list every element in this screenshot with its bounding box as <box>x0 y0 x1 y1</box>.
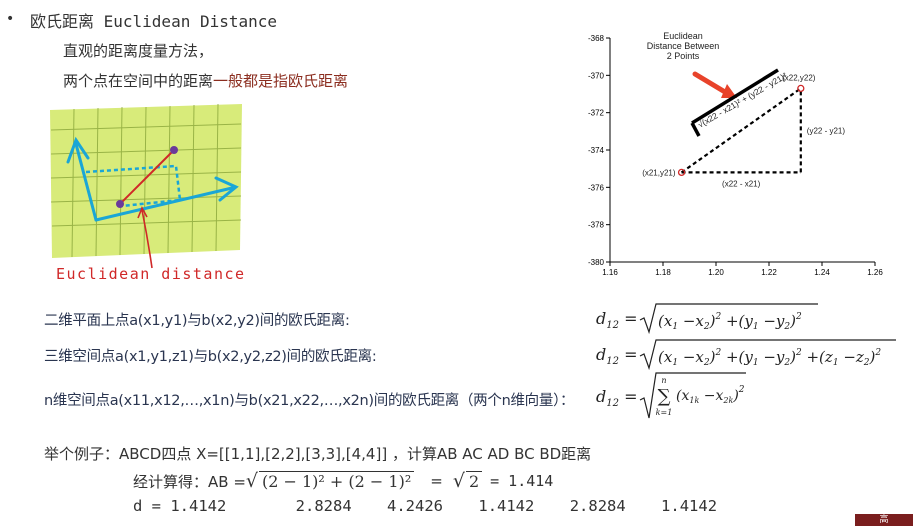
plot-annotation-arrowhead <box>721 84 737 98</box>
formula-2d-label: 二维平面上点a(x1,y1)与b(x2,y2)间的欧氏距离: <box>44 313 350 329</box>
formula-2d-equation: d12 = (x1 −x2)2 +(y1 −y2)2 <box>596 303 818 335</box>
y-tick-label-2: -372 <box>588 109 605 118</box>
sketch-distance-line <box>119 149 175 205</box>
plot-annotation-line-3: 2 Points <box>667 51 700 61</box>
y-tick-label-3: -374 <box>588 146 605 155</box>
svg-text:n: n <box>661 376 666 385</box>
distance-plot: -368 -370 -372 -374 -376 -378 -380 1.16 1.18 1.2… <box>588 31 883 277</box>
plot-x-ticks: 1.16 1.18 1.20 1.22 1.24 1.26 <box>602 262 883 277</box>
calc-sqrt2: √ 2 <box>452 470 483 492</box>
plot-point-1 <box>677 168 686 177</box>
distance-value-ad: 4.2426 <box>387 497 444 515</box>
plot-bracket-tip <box>690 122 701 137</box>
x-tick-label-3: 1.22 <box>761 268 777 277</box>
distance-results-row: d = 1.4142 2.8284 4.2426 1.4142 2.8284 1… <box>133 497 717 515</box>
calc-sqrt2-content: 2 <box>465 471 483 491</box>
formula-3d-equation: d12 = (x1 −x2)2 +(y1 −y2)2 +(z1 −z2)2 <box>596 339 896 371</box>
distance-value-cd: 1.4142 <box>661 497 718 515</box>
calc-sqrt: √ (2 − 1)² + (2 − 1)² <box>245 470 415 492</box>
plot-dy-label: (y22 - y21) <box>807 126 846 135</box>
y-tick-label-0: -368 <box>588 34 605 43</box>
svg-text:k=1: k=1 <box>656 408 673 417</box>
slide-title: 欧氏距离 Euclidean Distance <box>30 12 278 31</box>
plot-dx-label: (x22 - x21) <box>722 179 761 188</box>
svg-text:(x1 −x2)2 +(y1 −y2)2: (x1 −x2)2 +(y1 −y2)2 <box>658 312 802 332</box>
svg-text:(x1k −x2k)2: (x1k −x2k)2 <box>676 385 745 405</box>
calc-sqrt-content: (2 − 1)² + (2 − 1)² <box>259 471 415 491</box>
distance-value-ac: 2.8284 <box>295 497 352 515</box>
example-intro: 举个例子：ABCD四点 X=[[1,1],[2,2],[3,3],[4,4]] … <box>44 445 592 463</box>
plot-point-1-label: (x21,y21) <box>642 168 676 177</box>
formula-nd-label: n维空间点a(x11,x12,…,x1n)与b(x21,x22,…,x2n)间的… <box>44 393 575 409</box>
bullet-marker: • <box>6 11 15 27</box>
x-tick-label-4: 1.24 <box>814 268 830 277</box>
sketch-caption: Euclidean distance <box>56 265 246 283</box>
sketch-grid-lines <box>50 103 242 258</box>
intro-line-2-highlight: 一般都是指欧氏距离 <box>213 72 349 90</box>
sketch-dotted-box <box>85 164 182 208</box>
plot-annotation-line-2: Distance Between <box>647 41 720 51</box>
sketch-caption-arrow <box>141 209 153 269</box>
sketch-axes <box>66 136 239 222</box>
y-tick-label-6: -380 <box>588 258 605 267</box>
y-tick-label-5: -378 <box>588 221 605 230</box>
footer-tab: 高 <box>855 514 913 526</box>
svg-text:d12 =: d12 = <box>596 345 637 367</box>
formula-3d-label: 三维空间点a(x1,y1,z1)与b(x2,y2,z2)间的欧氏距离: <box>44 349 377 365</box>
plot-hypotenuse-label: √(x22 - x21)² + (y22 - y21)² <box>696 70 789 129</box>
euclidean-sketch <box>50 103 242 269</box>
sketch-caption-arrowhead <box>137 206 148 219</box>
svg-text:d12 =: d12 = <box>596 309 637 331</box>
sketch-point-b <box>170 146 178 154</box>
plot-hypotenuse-dashed <box>680 87 802 174</box>
intro-line-2: 两个点在空间中的距离一般都是指欧氏距离 <box>63 70 348 91</box>
plot-bracket <box>691 68 779 125</box>
sketch-point-a <box>116 200 124 208</box>
y-tick-label-4: -376 <box>588 183 605 192</box>
x-tick-label-0: 1.16 <box>602 268 618 277</box>
y-tick-label-1: -370 <box>588 71 605 80</box>
svg-text:(x1 −x2)2 +(y1 −y2)2 +(z1 −z2): (x1 −x2)2 +(y1 −y2)2 +(z1 −z2)2 <box>658 348 881 368</box>
calc-sqrt2-sign: √ <box>452 470 465 492</box>
svg-text:d12 =: d12 = <box>596 387 637 409</box>
calc-result: = 1.414 <box>490 472 554 490</box>
distance-label: d = 1.4142 <box>133 497 227 515</box>
formula-nd-equation: d12 = n ∑ k=1 (x1k −x2k)2 <box>596 372 746 419</box>
intro-line-1: 直观的距离度量方法， <box>63 42 214 60</box>
distance-value-bc: 1.4142 <box>478 497 535 515</box>
calc-equals: = <box>430 472 443 490</box>
svg-text:∑: ∑ <box>658 386 671 407</box>
x-tick-label-2: 1.20 <box>708 268 724 277</box>
x-tick-label-1: 1.18 <box>655 268 671 277</box>
example-calculation: 经计算得：AB = √ (2 − 1)² + (2 − 1)² = √ 2 = … <box>133 470 553 492</box>
plot-point-2 <box>797 84 805 93</box>
calc-sqrt-sign: √ <box>245 470 258 492</box>
intro-line-2-prefix: 两个点在空间中的距离 <box>63 72 214 90</box>
plot-annotation-line-1: Euclidean <box>663 31 703 41</box>
plot-y-ticks: -368 -370 -372 -374 -376 -378 -380 <box>588 34 610 267</box>
calc-prefix: 经计算得：AB = <box>133 472 246 491</box>
distance-value-bd: 2.8284 <box>569 497 626 515</box>
plot-annotation-arrow <box>692 71 728 95</box>
x-tick-label-5: 1.26 <box>867 268 883 277</box>
plot-point-2-label: (x22,y22) <box>782 73 816 82</box>
